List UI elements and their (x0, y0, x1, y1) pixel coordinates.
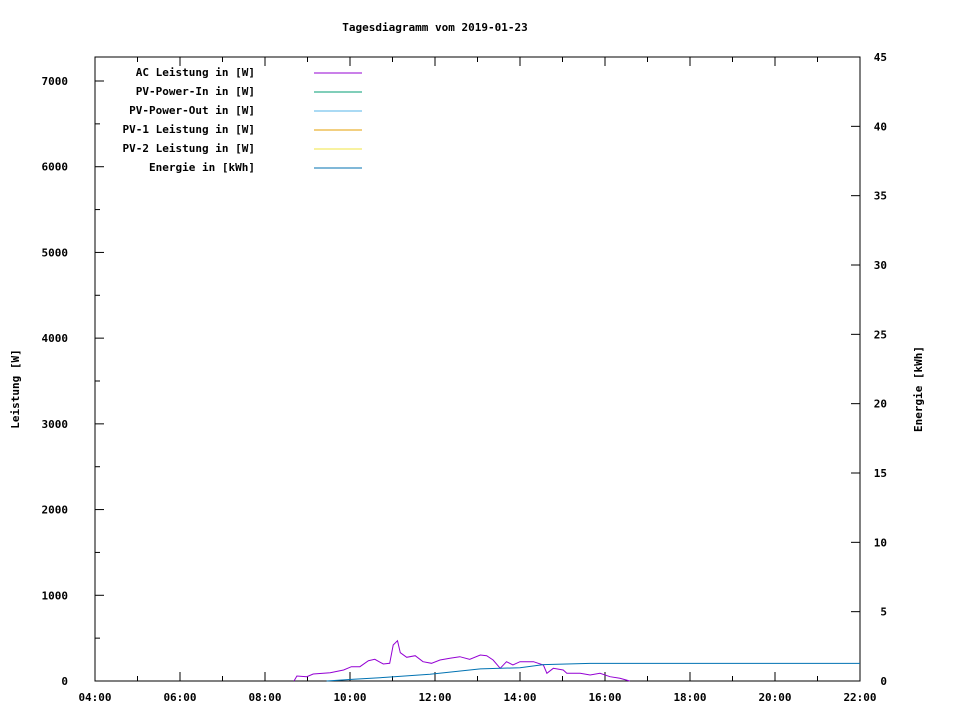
y-tick-label: 0 (61, 675, 68, 688)
y2-axis-label: Energie [kWh] (912, 346, 925, 432)
y-tick-label: 7000 (42, 75, 69, 88)
y2-tick-label: 0 (880, 675, 887, 688)
y2-tick-label: 5 (880, 606, 887, 619)
y2-tick-label: 10 (874, 536, 887, 549)
y2-tick-label: 35 (874, 190, 887, 203)
x-tick-label: 16:00 (588, 691, 621, 704)
y2-tick-label: 30 (874, 259, 887, 272)
y2-tick-label: 45 (874, 51, 887, 64)
legend-label: AC Leistung in [W] (136, 66, 255, 79)
y2-tick-label: 15 (874, 467, 887, 480)
legend-label: PV-1 Leistung in [W] (123, 123, 255, 136)
x-tick-label: 20:00 (758, 691, 791, 704)
series-line-0 (293, 639, 630, 682)
series-line-5 (326, 662, 860, 682)
x-tick-label: 06:00 (163, 691, 196, 704)
y2-tick-label: 25 (874, 328, 887, 341)
legend-label: Energie in [kWh] (149, 161, 255, 174)
y-tick-label: 6000 (42, 161, 69, 174)
x-tick-label: 04:00 (78, 691, 111, 704)
y-tick-label: 2000 (42, 504, 69, 517)
legend: AC Leistung in [W] PV-Power-In in [W] PV-P… (123, 66, 362, 174)
y-tick-label: 1000 (42, 589, 69, 602)
x-tick-label: 08:00 (248, 691, 281, 704)
x-tick-label: 18:00 (673, 691, 706, 704)
x-tick-label: 10:00 (333, 691, 366, 704)
x-tick-label: 22:00 (843, 691, 876, 704)
y-axis-label: Leistung [W] (9, 349, 22, 428)
x-tick-label: 12:00 (418, 691, 451, 704)
y-tick-label: 3000 (42, 418, 69, 431)
y2-tick-label: 40 (874, 120, 887, 133)
legend-label: PV-Power-Out in [W] (129, 104, 255, 117)
axis-ticks: 04:00 06:00 08:00 10:00 12:00 14:00 16:00 18:00… (42, 51, 888, 704)
y-tick-label: 5000 (42, 246, 69, 259)
legend-label: PV-Power-In in [W] (136, 85, 255, 98)
legend-label: PV-2 Leistung in [W] (123, 142, 255, 155)
chart-title: Tagesdiagramm vom 2019-01-23 (342, 21, 527, 34)
y2-tick-label: 20 (874, 398, 887, 411)
series-lines (293, 639, 860, 682)
x-tick-label: 14:00 (503, 691, 536, 704)
y-tick-label: 4000 (42, 332, 69, 345)
